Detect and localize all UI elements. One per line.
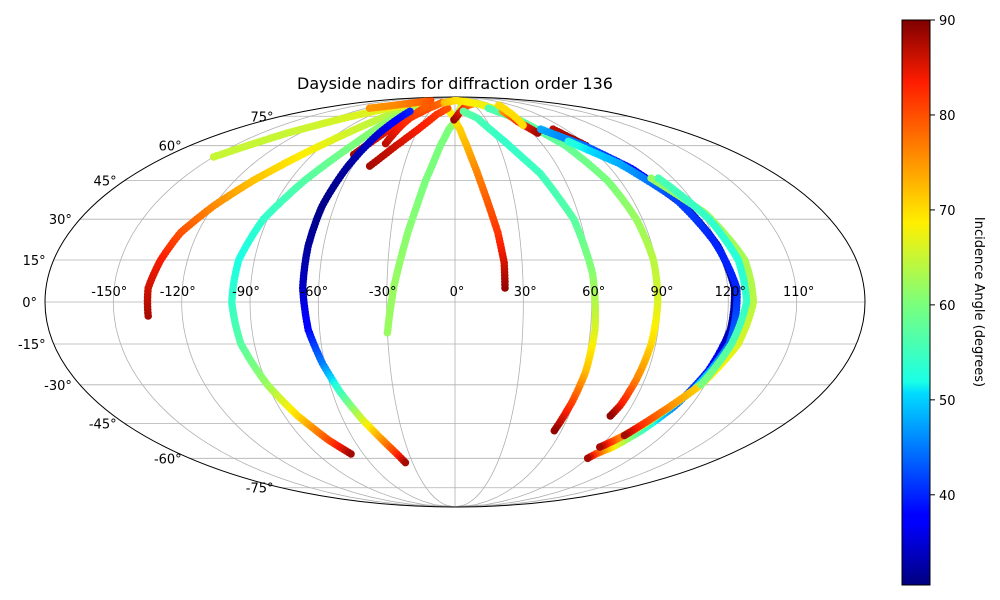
nadir-tracks (143, 97, 758, 467)
lon-tick-label: 120° (715, 285, 746, 300)
lat-tick-label: 45° (94, 175, 117, 190)
colorbar-tick-label: 80 (939, 109, 956, 124)
data-point (347, 450, 355, 458)
lon-gridline (454, 96, 798, 508)
lat-tick-label: -60° (154, 452, 182, 467)
longitude-labels: -150° -120° -90° -60° -30° 0° 30° 60° 90° 120° 110… (91, 285, 814, 300)
graticule (45, 96, 865, 508)
lon-tick-label: -90° (232, 285, 260, 300)
colorbar-tick-label: 90 (939, 14, 956, 29)
lat-tick-label: -45° (89, 417, 117, 432)
lat-tick-label: 0° (22, 296, 37, 311)
colorbar-tick-label: 70 (939, 204, 956, 219)
lon-tick-label: -60° (300, 285, 328, 300)
lon-gridline (454, 96, 524, 508)
lon-tick-label: 0° (450, 285, 465, 300)
data-point (443, 104, 452, 112)
lat-tick-label: -30° (44, 379, 72, 394)
data-point (422, 102, 430, 111)
data-point (620, 431, 629, 440)
lat-tick-label: 15° (23, 254, 46, 269)
colorbar-tick-label: 60 (939, 299, 956, 314)
data-point (365, 104, 374, 112)
lon-tick-label: 30° (514, 285, 537, 300)
colorbar-label: Incidence Angle (degrees) (971, 217, 986, 387)
colorbar-ticks: 40 50 60 70 80 90 (930, 14, 956, 504)
lat-tick-label: 30° (49, 213, 72, 228)
lon-gridline (112, 96, 456, 508)
lat-tick-label: -15° (18, 338, 46, 353)
colorbar-tick-label: 40 (939, 489, 956, 504)
latitude-labels: -75° -60° -45° -30° -15° 0° 15° 30° 45° 60° 75° (18, 110, 274, 496)
colorbar-tick-label: 50 (939, 394, 956, 409)
lon-gridline (181, 96, 456, 508)
lon-tick-label: -150° (91, 285, 127, 300)
lon-tick-label: -120° (160, 285, 196, 300)
data-point (401, 458, 410, 467)
lat-tick-label: 60° (159, 140, 182, 155)
data-point (583, 454, 592, 463)
data-point (697, 381, 705, 389)
lon-gridline (454, 96, 729, 508)
lon-tick-label: 90° (650, 285, 673, 300)
lon-gridline (386, 96, 456, 508)
data-point (494, 101, 503, 110)
data-point (606, 412, 615, 420)
data-point (550, 426, 559, 435)
lon-tick-label: 60° (582, 285, 605, 300)
lat-tick-label: -75° (246, 482, 274, 497)
lon-tick-label: 110° (783, 285, 814, 300)
colorbar (901, 19, 931, 586)
chart-title: Dayside nadirs for diffraction order 136 (297, 74, 613, 93)
data-point (596, 443, 604, 451)
lat-tick-label: 75° (250, 110, 273, 125)
lon-tick-label: -30° (369, 285, 397, 300)
